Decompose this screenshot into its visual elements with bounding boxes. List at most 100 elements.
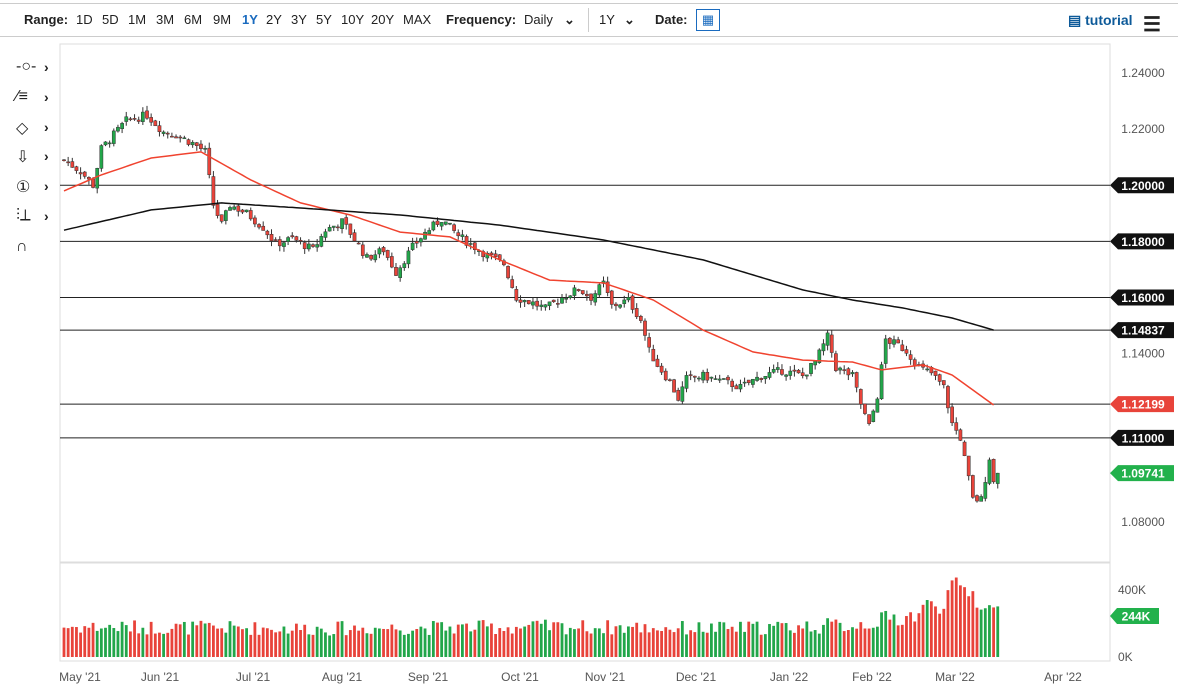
chevron-down-icon[interactable]: ⌄ bbox=[564, 12, 575, 27]
candle-body bbox=[302, 242, 307, 250]
range-9m[interactable]: 9M bbox=[213, 12, 232, 27]
volume-bar bbox=[568, 627, 572, 657]
candle-body bbox=[904, 349, 909, 354]
candle-body bbox=[742, 381, 747, 384]
volume-bar bbox=[440, 622, 444, 657]
candle-body bbox=[448, 222, 452, 225]
x-tick-label: Jul '21 bbox=[236, 670, 271, 684]
arrow-tool-button[interactable]: ⇩ › bbox=[16, 148, 49, 166]
candle-body bbox=[800, 372, 805, 377]
range-5d[interactable]: 5D bbox=[102, 12, 119, 27]
volume-bar bbox=[627, 626, 630, 657]
magnet-button[interactable]: ∩ bbox=[16, 238, 56, 262]
candle-body bbox=[356, 242, 361, 245]
range-1m[interactable]: 1M bbox=[128, 12, 147, 27]
volume-bar bbox=[784, 623, 788, 657]
range-1y[interactable]: 1Y bbox=[242, 12, 258, 27]
annotation-tool-button[interactable]: ① › bbox=[16, 178, 49, 196]
x-tick-label: Nov '21 bbox=[585, 670, 626, 684]
volume-bar bbox=[718, 621, 722, 657]
y-tick-label: 1.22000 bbox=[1121, 122, 1165, 136]
candle-body bbox=[518, 299, 523, 303]
range-max[interactable]: MAX bbox=[403, 12, 432, 27]
volume-bar bbox=[328, 635, 331, 657]
date-label: Date: bbox=[655, 12, 688, 27]
candle-body bbox=[925, 368, 930, 371]
volume-bar bbox=[361, 627, 365, 657]
candle-body bbox=[406, 250, 411, 265]
volume-bar bbox=[618, 625, 622, 657]
candle-body bbox=[194, 142, 199, 146]
line-tool-button[interactable]: -○- › bbox=[16, 58, 49, 75]
candle-body bbox=[713, 378, 718, 380]
hamburger-icon[interactable]: ☰ bbox=[1143, 14, 1161, 36]
volume-bar bbox=[597, 628, 601, 657]
volume-bar bbox=[631, 626, 634, 657]
candle-body bbox=[261, 225, 266, 231]
candle-body bbox=[315, 244, 319, 248]
volume-bar bbox=[66, 628, 70, 657]
candle-body bbox=[269, 234, 274, 242]
volume-bar bbox=[992, 607, 995, 657]
fib-tool-button[interactable]: ⁄≡ › bbox=[16, 88, 49, 105]
volume-bar bbox=[87, 627, 91, 657]
candle-body bbox=[66, 161, 71, 164]
range-2y[interactable]: 2Y bbox=[266, 12, 282, 27]
candle-body bbox=[506, 266, 510, 279]
volume-bar bbox=[614, 626, 618, 657]
volume-bar bbox=[685, 634, 688, 657]
range-3m[interactable]: 3M bbox=[156, 12, 175, 27]
candle-body bbox=[987, 459, 992, 484]
candle-body bbox=[937, 374, 942, 382]
candle-body bbox=[91, 178, 95, 188]
volume-bar bbox=[394, 629, 398, 657]
candle-body bbox=[207, 147, 212, 175]
x-tick-label: Mar '22 bbox=[935, 670, 975, 684]
chevron-down-icon[interactable]: ⌄ bbox=[624, 12, 635, 27]
candle-body bbox=[543, 304, 548, 308]
candle-body bbox=[950, 406, 954, 424]
range-10y[interactable]: 10Y bbox=[341, 12, 365, 27]
candle-body bbox=[651, 348, 656, 362]
volume-bar bbox=[514, 626, 518, 657]
candle-body bbox=[722, 378, 726, 380]
candle-body bbox=[394, 267, 398, 276]
volume-bar bbox=[236, 626, 240, 657]
period-select[interactable]: 1Y bbox=[599, 12, 615, 27]
candle-body bbox=[688, 374, 693, 376]
volume-bar bbox=[232, 625, 236, 657]
shape-tool-button[interactable]: ◇ › bbox=[16, 119, 49, 137]
candle-body bbox=[692, 375, 697, 378]
candle-body bbox=[385, 250, 390, 258]
volume-bar bbox=[909, 612, 912, 657]
candle-body bbox=[294, 236, 299, 241]
volume-bar bbox=[506, 627, 510, 657]
frequency-select[interactable]: Daily bbox=[524, 12, 553, 27]
range-5y[interactable]: 5Y bbox=[316, 12, 332, 27]
volume-bar bbox=[290, 630, 294, 657]
volume-bar bbox=[959, 585, 962, 657]
range-20y[interactable]: 20Y bbox=[371, 12, 395, 27]
volume-bar bbox=[241, 629, 244, 657]
range-1d[interactable]: 1D bbox=[76, 12, 93, 27]
candle-body bbox=[900, 344, 905, 351]
volume-bar bbox=[917, 613, 921, 657]
volume-bar bbox=[722, 622, 726, 657]
candle-body bbox=[360, 244, 365, 256]
candle-body bbox=[103, 141, 108, 146]
measure-tool-button[interactable]: ⫶⊥ › bbox=[16, 207, 49, 224]
candle-body bbox=[975, 495, 979, 502]
candle-body bbox=[780, 369, 784, 375]
calendar-icon[interactable]: ▦ bbox=[696, 9, 720, 31]
tutorial-link[interactable]: ▤ tutorial bbox=[1068, 12, 1133, 28]
candle-body bbox=[817, 349, 822, 363]
volume-bar bbox=[701, 631, 705, 657]
volume-bar bbox=[739, 621, 742, 657]
range-6m[interactable]: 6M bbox=[184, 12, 203, 27]
range-3y[interactable]: 3Y bbox=[291, 12, 307, 27]
candle-body bbox=[888, 337, 892, 344]
candle-body bbox=[439, 222, 444, 227]
volume-bar bbox=[452, 633, 456, 657]
volume-bar bbox=[846, 630, 850, 657]
